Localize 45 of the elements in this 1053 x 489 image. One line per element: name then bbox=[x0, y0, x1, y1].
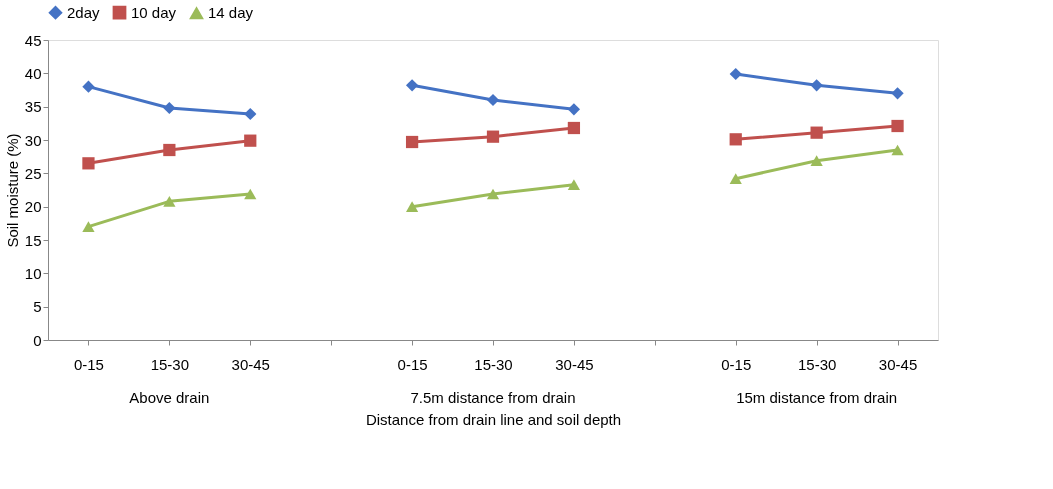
x-tick-label: 30-45 bbox=[231, 355, 270, 373]
point bbox=[486, 93, 500, 107]
legend-label: 10 day bbox=[131, 3, 177, 21]
y-axis-title: Soil moisture (%) bbox=[3, 133, 21, 248]
point bbox=[729, 173, 742, 184]
point bbox=[729, 67, 742, 81]
x-tick-label: 0-15 bbox=[73, 355, 104, 373]
x-tick-label: 15-30 bbox=[474, 355, 513, 373]
y-tick-label: 30 bbox=[24, 131, 42, 149]
legend-label: 14 day bbox=[208, 4, 254, 22]
legend-label: 2day bbox=[67, 3, 101, 21]
y-tick-label: 20 bbox=[24, 198, 42, 216]
point bbox=[244, 188, 257, 200]
x-tick-label: 0-15 bbox=[397, 355, 428, 373]
point bbox=[163, 101, 176, 115]
point bbox=[486, 188, 500, 200]
point bbox=[567, 103, 581, 116]
text: 7.5m distance from drain bbox=[410, 389, 576, 406]
x-axis-title: Distance from drain line and soil depth bbox=[365, 410, 622, 428]
point bbox=[244, 134, 257, 147]
y-tick-label: 40 bbox=[24, 64, 42, 82]
x-tick-label: 15-30 bbox=[150, 355, 190, 373]
text: Above drain bbox=[129, 389, 210, 406]
x-tick-label: 30-45 bbox=[878, 355, 918, 373]
point bbox=[244, 107, 257, 121]
y-tick-label: 15 bbox=[24, 231, 42, 249]
text: 15m distance from drain bbox=[736, 389, 898, 406]
x-tick-label: 30-45 bbox=[555, 355, 594, 373]
point bbox=[567, 179, 581, 190]
x-tick-label: 15-30 bbox=[797, 355, 837, 373]
y-tick-label: 0 bbox=[33, 331, 42, 349]
point bbox=[405, 201, 419, 212]
point bbox=[405, 135, 419, 149]
y-tick-label: 35 bbox=[24, 98, 42, 116]
point bbox=[163, 143, 176, 157]
point bbox=[486, 130, 500, 143]
point bbox=[729, 133, 742, 146]
y-tick-label: 45 bbox=[24, 31, 42, 49]
point bbox=[891, 119, 904, 133]
point bbox=[405, 79, 419, 92]
y-tick-label: 5 bbox=[33, 298, 42, 316]
point bbox=[567, 121, 581, 135]
x-tick-label: 0-15 bbox=[721, 355, 752, 373]
y-tick-label: 10 bbox=[24, 264, 42, 282]
y-tick-label: 25 bbox=[24, 164, 42, 182]
